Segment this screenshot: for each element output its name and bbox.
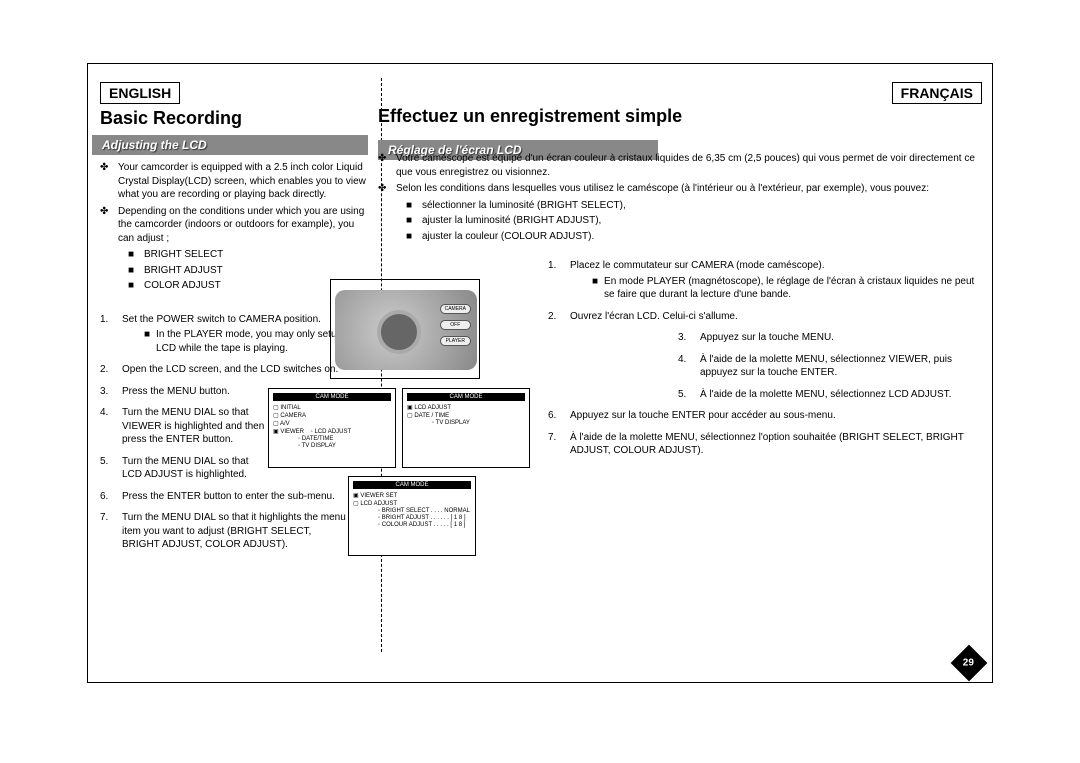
menu-line: ▢ LCD ADJUST bbox=[353, 500, 471, 507]
lang-label-fr: FRANÇAIS bbox=[892, 82, 982, 104]
step-text: Appuyez sur la touche MENU. bbox=[700, 331, 834, 345]
step-number: 1. bbox=[100, 313, 114, 356]
intro-text: Depending on the conditions under which … bbox=[118, 205, 366, 246]
mode-camera: CAMERA bbox=[440, 304, 471, 314]
menu-title: CAM MODE bbox=[273, 393, 391, 401]
menu-line: ▢ DATE / TIME bbox=[407, 412, 525, 419]
menu-line: ▢ A/V bbox=[273, 420, 391, 427]
step-text: À l'aide de la molette MENU, sélectionne… bbox=[700, 353, 982, 380]
square-bullet-icon: ■ bbox=[592, 275, 598, 302]
clover-bullet-icon: ✤ bbox=[378, 182, 390, 196]
step-note: En mode PLAYER (magnétoscope), le réglag… bbox=[604, 275, 982, 302]
menu-line: ▢ CAMERA bbox=[273, 412, 391, 419]
menu-line: ▢ INITIAL bbox=[273, 404, 391, 411]
square-bullet-icon: ■ bbox=[144, 328, 150, 355]
option-text: BRIGHT ADJUST bbox=[144, 264, 223, 278]
clover-bullet-icon: ✤ bbox=[378, 152, 390, 179]
menu-title: CAM MODE bbox=[407, 393, 525, 401]
menu-line: ◦ TV DISPLAY bbox=[407, 420, 525, 426]
intro-text: Votre caméscope est équipé d'un écran co… bbox=[396, 152, 982, 179]
option-text: ajuster la luminosité (BRIGHT ADJUST), bbox=[422, 214, 601, 228]
step-text: Appuyez sur la touche ENTER pour accéder… bbox=[570, 409, 836, 423]
option-text: COLOR ADJUST bbox=[144, 279, 221, 293]
intro-text: Selon les conditions dans lesquelles vou… bbox=[396, 182, 929, 196]
camera-diagram: CAMERA OFF PLAYER bbox=[330, 279, 480, 379]
step-number: 2. bbox=[100, 363, 114, 377]
menu-line: ◦ COLOUR ADJUST . . . . . [ 1 8 ] bbox=[353, 522, 471, 528]
menu-line: ▣ LCD ADJUST bbox=[407, 404, 525, 411]
lang-label-en: ENGLISH bbox=[100, 82, 180, 104]
intro-text: Your camcorder is equipped with a 2.5 in… bbox=[118, 161, 366, 202]
step-number: 3. bbox=[678, 331, 692, 345]
step-text: À l'aide de la molette MENU, sélectionne… bbox=[570, 431, 982, 458]
square-bullet-icon: ■ bbox=[406, 230, 416, 244]
step-number: 6. bbox=[100, 490, 114, 504]
menu-screen-3: CAM MODE ▣ VIEWER SET ▢ LCD ADJUST ◦ BRI… bbox=[348, 476, 476, 556]
section-title-en: Basic Recording bbox=[100, 108, 378, 129]
square-bullet-icon: ■ bbox=[128, 264, 138, 278]
option-text: ajuster la couleur (COLOUR ADJUST). bbox=[422, 230, 594, 244]
step-number: 7. bbox=[100, 511, 114, 552]
section-title-fr: Effectuez un enregistrement simple bbox=[378, 106, 682, 127]
step-number: 7. bbox=[548, 431, 562, 458]
square-bullet-icon: ■ bbox=[128, 279, 138, 293]
menu-line: ▣ VIEWER ◦ LCD ADJUST bbox=[273, 428, 391, 435]
menu-line: ◦ TV DISPLAY bbox=[273, 443, 391, 449]
option-text: BRIGHT SELECT bbox=[144, 248, 223, 262]
mode-off: OFF bbox=[440, 320, 471, 330]
step-number: 5. bbox=[678, 388, 692, 402]
menu-line: ◦ BRIGHT SELECT . . . . NORMAL bbox=[353, 508, 471, 514]
step-text: Placez le commutateur sur CAMERA (mode c… bbox=[570, 260, 825, 271]
menu-screen-1: CAM MODE ▢ INITIAL ▢ CAMERA ▢ A/V ▣ VIEW… bbox=[268, 388, 396, 468]
step-text: Turn the MENU DIAL so that VIEWER is hig… bbox=[122, 406, 265, 447]
step-text: Open the LCD screen, and the LCD switche… bbox=[122, 363, 338, 377]
menu-line: ◦ DATE/TIME bbox=[273, 436, 391, 442]
option-text: sélectionner la luminosité (BRIGHT SELEC… bbox=[422, 199, 626, 213]
menu-line: ◦ BRIGHT ADJUST . . . . . . [ 1 8 ] bbox=[353, 515, 471, 521]
clover-bullet-icon: ✤ bbox=[100, 205, 112, 246]
page-number-badge: 29 bbox=[951, 645, 988, 682]
step-number: 4. bbox=[100, 406, 114, 447]
clover-bullet-icon: ✤ bbox=[100, 161, 112, 202]
camera-mode-labels: CAMERA OFF PLAYER bbox=[440, 304, 471, 346]
step-number: 1. bbox=[548, 259, 562, 302]
manual-page: ENGLISH Basic Recording Adjusting the LC… bbox=[87, 63, 993, 683]
square-bullet-icon: ■ bbox=[128, 248, 138, 262]
step-text: Turn the MENU DIAL so that it highlights… bbox=[122, 511, 350, 552]
subsection-en: Adjusting the LCD bbox=[92, 135, 368, 155]
step-text: Press the MENU button. bbox=[122, 385, 230, 399]
step-text: Set the POWER switch to CAMERA position. bbox=[122, 314, 321, 325]
step-text: Ouvrez l'écran LCD. Celui-ci s'allume. bbox=[570, 310, 738, 324]
camera-dial bbox=[377, 310, 421, 354]
menu-line: ▣ VIEWER SET bbox=[353, 492, 471, 499]
step-number: 2. bbox=[548, 310, 562, 324]
step-number: 5. bbox=[100, 455, 114, 482]
step-text: Turn the MENU DIAL so that LCD ADJUST is… bbox=[122, 455, 260, 482]
step-text: Press the ENTER button to enter the sub-… bbox=[122, 490, 335, 504]
step-text: À l'aide de la molette MENU, sélectionne… bbox=[700, 388, 951, 402]
mode-player: PLAYER bbox=[440, 336, 471, 346]
step-number: 4. bbox=[678, 353, 692, 380]
step-number: 3. bbox=[100, 385, 114, 399]
step-number: 6. bbox=[548, 409, 562, 423]
square-bullet-icon: ■ bbox=[406, 199, 416, 213]
square-bullet-icon: ■ bbox=[406, 214, 416, 228]
menu-title: CAM MODE bbox=[353, 481, 471, 489]
menu-screen-2: CAM MODE ▣ LCD ADJUST ▢ DATE / TIME ◦ TV… bbox=[402, 388, 530, 468]
page-number: 29 bbox=[963, 658, 974, 669]
